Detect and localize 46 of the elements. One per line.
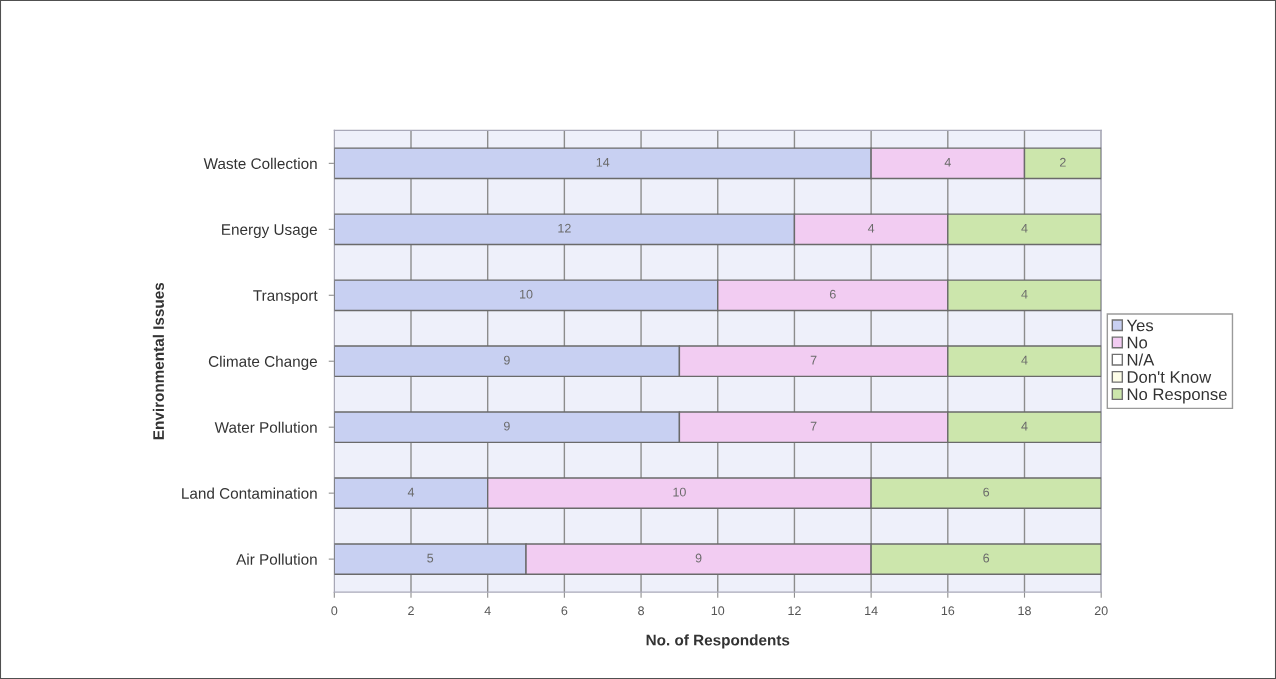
x-tick-label: 10 <box>711 606 725 616</box>
y-tick-label: Climate Change <box>208 355 317 370</box>
data-label: 4 <box>944 157 951 167</box>
data-label: 9 <box>503 421 510 431</box>
legend-label: No <box>1127 336 1148 349</box>
y-axis-title: Environmental Issues <box>152 282 164 440</box>
data-label: 12 <box>558 223 571 233</box>
x-tick-label: 6 <box>561 606 568 616</box>
x-tick-label: 2 <box>408 606 414 616</box>
x-tick-label: 20 <box>1094 606 1108 616</box>
data-label: 6 <box>983 487 990 497</box>
x-tick-label: 4 <box>484 606 491 616</box>
x-axis-title: No. of Respondents <box>646 634 790 649</box>
data-label: 14 <box>596 157 610 167</box>
data-label: 4 <box>1021 421 1028 431</box>
data-label: 4 <box>407 487 415 497</box>
data-label: 7 <box>810 421 817 431</box>
x-tick-label: 18 <box>1018 606 1031 616</box>
data-label: 2 <box>1060 157 1066 167</box>
data-label: 9 <box>695 553 702 563</box>
data-label: 6 <box>983 553 990 563</box>
data-label: 4 <box>1021 355 1028 365</box>
legend-label: Yes <box>1126 319 1154 332</box>
y-tick-label: Water Pollution <box>214 421 317 433</box>
legend-label: Don't Know <box>1127 371 1212 383</box>
x-tick-label: 0 <box>331 606 338 616</box>
y-tick-label: Land Contamination <box>182 487 317 499</box>
data-label: 6 <box>829 289 836 299</box>
data-label: 10 <box>520 289 533 299</box>
legend-label: No Response <box>1127 388 1227 404</box>
x-tick-label: 14 <box>865 606 878 616</box>
x-tick-label: 8 <box>638 606 644 616</box>
y-tick-label: Energy Usage <box>222 224 317 239</box>
data-label: 7 <box>810 355 817 365</box>
y-tick-label: Transport <box>253 290 318 304</box>
data-label: 5 <box>427 553 434 563</box>
x-tick-label: 12 <box>788 606 801 616</box>
x-tick-label: 16 <box>941 606 955 616</box>
legend-label: N/A <box>1127 353 1155 366</box>
data-label: 4 <box>1021 223 1028 233</box>
y-tick-label: Waste Collection <box>203 157 317 170</box>
y-tick-label: Air Pollution <box>236 553 317 565</box>
data-label: 4 <box>867 223 875 233</box>
data-label: 4 <box>1021 289 1028 299</box>
data-label: 9 <box>503 355 510 365</box>
data-label: 10 <box>673 487 686 497</box>
